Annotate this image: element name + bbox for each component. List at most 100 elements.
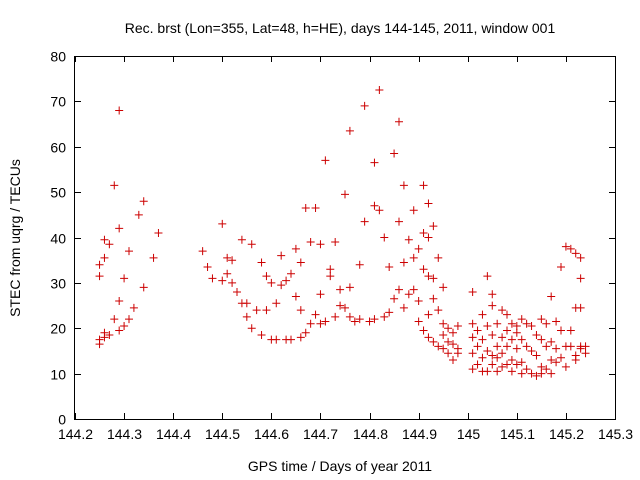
data-point — [370, 201, 379, 210]
data-point — [449, 328, 457, 337]
data-point — [542, 319, 551, 328]
data-point — [336, 301, 345, 310]
data-point — [537, 335, 546, 344]
data-point — [478, 310, 487, 319]
data-point — [542, 365, 551, 374]
data-point — [453, 321, 462, 330]
data-point — [419, 265, 428, 274]
data-point — [527, 321, 536, 330]
data-point — [537, 362, 546, 371]
data-point — [311, 310, 320, 319]
data-point — [399, 258, 408, 267]
data-point — [242, 299, 251, 308]
data-point — [360, 217, 369, 226]
y-tick-label: 20 — [50, 321, 66, 337]
x-tick-label: 144.6 — [254, 426, 289, 442]
data-point — [370, 158, 379, 167]
data-point — [532, 371, 541, 380]
data-point — [552, 317, 561, 326]
data-point — [503, 326, 511, 335]
data-point — [247, 324, 256, 333]
data-point — [439, 331, 448, 340]
data-point — [385, 308, 394, 317]
data-point — [154, 228, 163, 237]
data-point — [100, 328, 109, 337]
x-tick-label: 145.2 — [549, 426, 584, 442]
data-point — [581, 342, 590, 351]
x-tick-label: 144.9 — [402, 426, 437, 442]
data-point — [134, 210, 143, 219]
data-point — [483, 367, 492, 376]
x-tick-label: 144.7 — [303, 426, 338, 442]
data-point — [537, 315, 546, 324]
data-point — [380, 312, 389, 321]
chart-title: Rec. brst (Lon=355, Lat=48, h=HE), days … — [125, 20, 556, 36]
data-point — [576, 303, 585, 312]
data-point — [336, 285, 345, 294]
data-point — [365, 317, 374, 326]
data-point — [115, 326, 124, 335]
data-point — [522, 342, 531, 351]
data-point — [468, 365, 477, 374]
data-point — [532, 331, 541, 340]
data-point — [512, 328, 521, 337]
data-point — [277, 251, 286, 260]
data-point — [95, 260, 104, 269]
data-point — [316, 319, 325, 328]
data-point — [100, 253, 109, 262]
data-point — [395, 217, 403, 226]
data-point — [468, 287, 477, 296]
data-point — [507, 367, 516, 376]
data-point — [444, 324, 453, 333]
data-point — [321, 317, 330, 326]
data-point — [473, 326, 482, 335]
data-point — [507, 319, 516, 328]
data-point — [517, 369, 526, 378]
data-point — [419, 326, 428, 335]
data-points — [95, 86, 590, 380]
data-point — [262, 306, 271, 315]
data-point — [385, 262, 394, 271]
data-point — [576, 344, 585, 353]
data-point — [316, 290, 325, 299]
data-point — [345, 312, 354, 321]
data-point — [110, 315, 119, 324]
data-point — [493, 319, 502, 328]
y-axis: 0 10 20 30 40 50 60 70 80 — [50, 49, 615, 428]
data-point — [527, 346, 536, 355]
data-point — [223, 269, 232, 278]
data-point — [115, 224, 124, 233]
data-point — [429, 294, 438, 303]
data-point — [341, 190, 349, 199]
data-point — [439, 283, 448, 292]
data-point — [483, 321, 492, 330]
data-point — [115, 297, 124, 306]
data-point — [296, 258, 305, 267]
data-point — [390, 294, 399, 303]
x-tick-label: 144.8 — [353, 426, 388, 442]
x-tick-label: 145.3 — [598, 426, 633, 442]
data-point — [316, 240, 325, 249]
data-point — [395, 285, 403, 294]
data-point — [488, 360, 497, 369]
data-point — [547, 337, 556, 346]
plot-frame — [74, 56, 616, 420]
data-point — [478, 353, 487, 362]
data-point — [507, 335, 516, 344]
data-point — [498, 349, 507, 358]
y-axis-label: STEC from uqrg / TECUs — [7, 159, 23, 317]
data-point — [223, 253, 232, 262]
y-tick-label: 70 — [50, 94, 66, 110]
data-point — [547, 356, 556, 365]
data-point — [257, 258, 266, 267]
data-point — [439, 319, 448, 328]
data-point — [105, 240, 114, 249]
y-tick-label: 0 — [58, 412, 66, 428]
data-point — [478, 335, 487, 344]
data-point — [493, 367, 502, 376]
data-point — [507, 356, 516, 365]
data-point — [532, 351, 541, 360]
data-point — [355, 260, 364, 269]
data-point — [399, 303, 408, 312]
